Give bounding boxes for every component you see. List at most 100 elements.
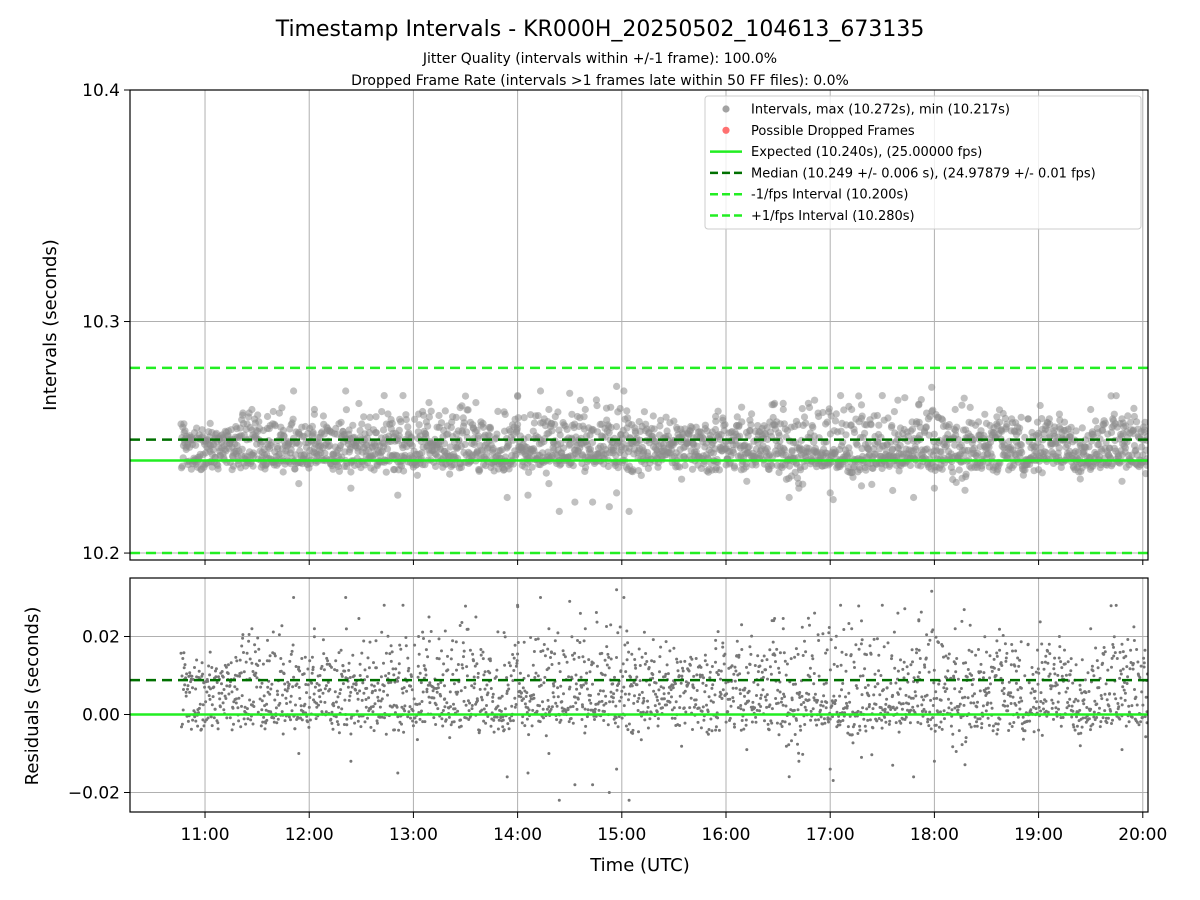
residual-point [803, 723, 807, 726]
residual-point [378, 715, 382, 719]
residual-point [765, 705, 769, 709]
interval-point [347, 468, 355, 476]
residual-point [428, 701, 432, 705]
residual-point [796, 708, 800, 712]
residual-point [434, 723, 438, 726]
interval-point [890, 408, 899, 416]
residual-point [225, 716, 229, 720]
interval-point [930, 430, 938, 438]
residual-point [899, 721, 903, 725]
residual-point [1058, 645, 1062, 649]
residual-point [403, 709, 407, 713]
residual-point [633, 694, 636, 698]
residual-point [1051, 701, 1055, 705]
interval-point [908, 425, 917, 433]
residual-point [622, 596, 626, 599]
residual-point [211, 695, 215, 699]
residual-point [411, 709, 415, 713]
residual-point [902, 660, 906, 664]
residual-point [555, 718, 559, 722]
residual-point [874, 702, 878, 706]
residual-point [338, 692, 342, 695]
residual-point [315, 705, 319, 709]
residual-point [988, 654, 992, 658]
residual-point [188, 690, 192, 694]
residual-point [1089, 707, 1093, 711]
residual-point [547, 705, 551, 709]
residual-point [781, 627, 785, 631]
residual-point [489, 687, 493, 690]
residual-point [582, 683, 585, 687]
residual-point [502, 631, 506, 635]
interval-point [563, 425, 571, 433]
residual-point [849, 653, 853, 657]
residual-point [783, 659, 787, 663]
residual-point [1078, 708, 1082, 712]
residual-point [681, 666, 684, 670]
residual-point [562, 653, 566, 657]
residual-point [638, 693, 641, 697]
residual-point [585, 687, 589, 691]
residual-point [266, 685, 270, 689]
interval-point [347, 484, 355, 492]
residual-point [379, 675, 383, 679]
residual-point [235, 687, 239, 691]
residual-point [781, 719, 785, 723]
residual-point [234, 697, 238, 701]
residual-point [567, 720, 571, 724]
residual-point [436, 707, 440, 711]
residual-point [344, 627, 348, 631]
residual-point [393, 728, 396, 732]
residual-point [1071, 723, 1075, 727]
interval-point [650, 425, 658, 433]
residual-point [732, 672, 736, 676]
interval-point [736, 432, 744, 440]
residual-point [265, 702, 269, 706]
residual-point [831, 715, 834, 719]
interval-point [192, 441, 200, 449]
residual-point [607, 666, 611, 670]
residual-point [795, 718, 798, 722]
residual-point [762, 654, 766, 658]
residual-point [307, 725, 311, 729]
residual-point [750, 720, 754, 724]
interval-point [662, 413, 670, 421]
residual-point [347, 661, 351, 665]
residual-point [437, 637, 441, 641]
residual-point [401, 691, 405, 695]
interval-point [733, 413, 741, 421]
residual-point [868, 718, 872, 722]
residual-point [963, 763, 967, 767]
residual-point [188, 671, 192, 675]
residual-point [390, 650, 394, 654]
residual-point [258, 659, 261, 663]
residual-point [868, 644, 872, 648]
residual-point [495, 668, 499, 672]
residual-point [1056, 700, 1060, 704]
residual-point [1109, 709, 1113, 713]
residual-point [536, 674, 540, 678]
residual-point [1011, 649, 1014, 653]
residual-point [323, 700, 327, 704]
residual-point [1078, 683, 1082, 687]
interval-point [295, 480, 303, 488]
residual-point [441, 673, 445, 677]
residual-point [705, 703, 708, 707]
residual-point [1135, 703, 1139, 707]
residual-point [461, 641, 465, 645]
interval-point [953, 423, 961, 431]
residual-point [181, 657, 185, 660]
residual-point [678, 694, 682, 698]
interval-point [437, 419, 446, 427]
residual-point [911, 705, 915, 709]
residual-point [726, 710, 730, 714]
residual-point [793, 655, 797, 659]
residual-point [180, 725, 183, 729]
residual-point [782, 651, 786, 655]
interval-point [500, 408, 508, 416]
interval-point [605, 503, 613, 511]
residual-point [509, 719, 513, 723]
residual-point [1063, 662, 1067, 666]
residual-point [1125, 665, 1129, 669]
residual-point [966, 696, 970, 700]
